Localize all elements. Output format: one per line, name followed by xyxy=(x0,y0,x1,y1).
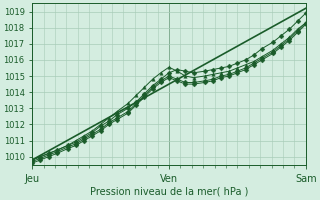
X-axis label: Pression niveau de la mer( hPa ): Pression niveau de la mer( hPa ) xyxy=(90,187,248,197)
